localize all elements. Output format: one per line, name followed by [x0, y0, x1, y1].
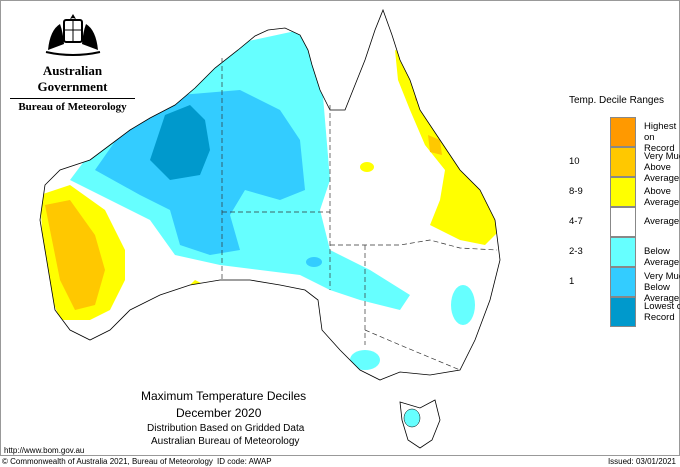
bureau-name: Bureau of Meteorology [18, 101, 127, 113]
legend-title: Temp. Decile Ranges [569, 95, 665, 106]
id-code: ID code: AWAP [217, 457, 272, 466]
region-very-much-above-average-west [45, 200, 105, 310]
copyright: © Commonwealth of Australia 2021, Bureau… [2, 457, 213, 466]
region-lowest-on-record [150, 105, 210, 180]
issued-date: Issued: 03/01/2021 [607, 457, 676, 466]
website-link[interactable]: http://www.bom.gov.au [4, 446, 85, 455]
government-name: Australian Government [37, 63, 108, 94]
map-source: Australian Bureau of Meteorology [151, 436, 300, 447]
bom-logo: Australian Government Bureau of Meteorol… [10, 10, 135, 113]
map-subtitle: Distribution Based on Gridded Data [147, 423, 305, 434]
state-borders [221, 58, 498, 371]
australia-map [39, 8, 501, 449]
coat-of-arms-icon [45, 14, 100, 56]
map-period: December 2020 [176, 406, 262, 420]
map-title: Maximum Temperature Deciles [141, 389, 307, 403]
